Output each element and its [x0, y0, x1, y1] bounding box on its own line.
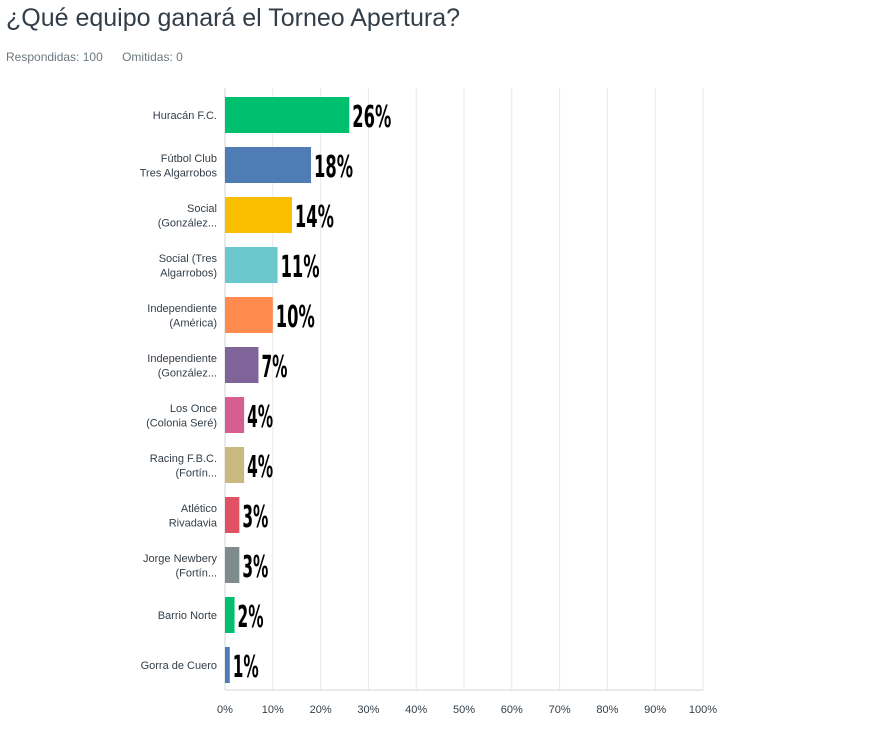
category-label: Independiente (América): [147, 303, 217, 330]
data-label: 2%: [238, 600, 264, 635]
data-label: 3%: [242, 550, 268, 585]
data-label: 1%: [233, 650, 259, 685]
bar: [225, 247, 278, 283]
category-label: Gorra de Cuero: [141, 660, 217, 672]
data-label: 10%: [276, 300, 315, 335]
data-label: 18%: [314, 150, 353, 185]
x-tick-label: 90%: [644, 704, 666, 716]
x-tick-label: 80%: [596, 704, 618, 716]
category-label: Huracán F.C.: [153, 110, 217, 122]
data-label: 14%: [295, 200, 334, 235]
data-label: 3%: [242, 500, 268, 535]
category-label: Social (Tres Algarrobos): [159, 253, 218, 280]
x-tick-label: 60%: [501, 704, 523, 716]
bar: [225, 197, 292, 233]
data-label: 4%: [247, 400, 273, 435]
data-label: 11%: [281, 250, 320, 285]
bar: [225, 397, 245, 433]
x-tick-label: 100%: [689, 704, 717, 716]
category-label: Atlético Rivadavia: [169, 503, 218, 530]
skipped-count: Omitidas: 0: [122, 50, 183, 64]
x-tick-label: 20%: [310, 704, 332, 716]
category-label: Independiente (González...: [147, 353, 217, 380]
bar: [225, 97, 350, 133]
question-title: ¿Qué equipo ganará el Torneo Apertura?: [6, 4, 461, 32]
bar: [225, 297, 273, 333]
category-label: Los Once (Colonia Seré): [146, 403, 217, 430]
category-label: Jorge Newbery (Fortín...: [143, 553, 217, 580]
bar: [225, 597, 235, 633]
x-tick-label: 30%: [357, 704, 379, 716]
data-label: 26%: [352, 100, 391, 135]
category-label: Social (González...: [158, 203, 217, 230]
category-label: Fútbol Club Tres Algarrobos: [140, 153, 218, 180]
bar: [225, 497, 240, 533]
x-tick-label: 10%: [262, 704, 284, 716]
bar: [225, 147, 312, 183]
bar: [225, 447, 245, 483]
data-label: 7%: [261, 350, 287, 385]
category-label: Racing F.B.C. (Fortín...: [150, 453, 217, 480]
x-tick-label: 0%: [217, 704, 233, 716]
bar: [225, 347, 259, 383]
data-label: 4%: [247, 450, 273, 485]
x-tick-label: 70%: [549, 704, 571, 716]
answered-count: Respondidas: 100: [6, 50, 103, 64]
x-tick-label: 40%: [405, 704, 427, 716]
x-tick-label: 50%: [453, 704, 475, 716]
category-label: Barrio Norte: [158, 610, 217, 622]
response-stats: Respondidas: 100 Omitidas: 0: [6, 50, 199, 64]
bar: [225, 647, 230, 683]
bar: [225, 547, 240, 583]
